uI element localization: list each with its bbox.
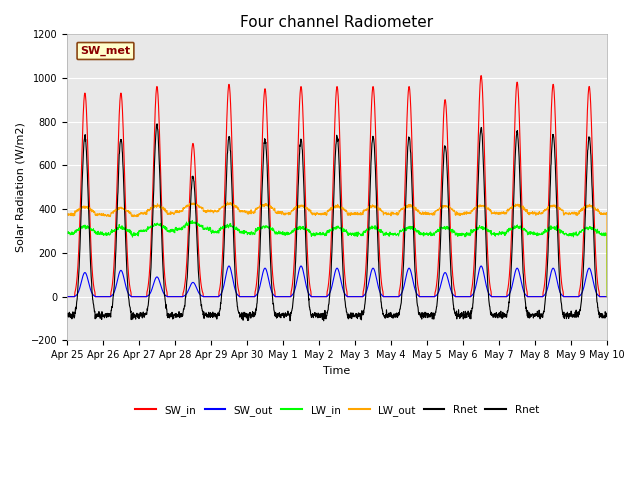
SW_out — [556, 288, 563, 294]
LW_out — [494, 211, 502, 217]
Rnet — [214, 310, 221, 316]
Rnet — [353, 312, 361, 317]
SW_in — [556, 252, 563, 257]
Rnet — [320, 318, 328, 324]
Text: SW_met: SW_met — [81, 46, 131, 56]
SW_in — [604, 294, 611, 300]
SW_in — [63, 294, 71, 300]
LW_out — [353, 212, 360, 217]
LW_in — [188, 218, 196, 224]
LW_out — [571, 211, 579, 216]
Legend: SW_in, SW_out, LW_in, LW_out, Rnet, Rnet: SW_in, SW_out, LW_in, LW_out, Rnet, Rnet — [131, 401, 543, 420]
SW_in — [364, 209, 372, 215]
Line: Rnet: Rnet — [67, 124, 607, 321]
SW_in — [571, 294, 579, 300]
LW_out — [604, 294, 611, 300]
SW_out — [63, 294, 71, 300]
Rnet — [365, 229, 372, 235]
LW_in — [365, 226, 372, 232]
SW_out — [214, 294, 221, 300]
Y-axis label: Solar Radiation (W/m2): Solar Radiation (W/m2) — [15, 122, 25, 252]
SW_in — [353, 294, 360, 300]
LW_in — [604, 294, 611, 300]
LW_out — [214, 209, 221, 215]
LW_out — [224, 199, 232, 205]
Title: Four channel Radiometer: Four channel Radiometer — [241, 15, 434, 30]
SW_out — [364, 282, 372, 288]
SW_out — [604, 294, 611, 300]
SW_in — [477, 72, 485, 78]
LW_in — [353, 230, 360, 236]
Rnet — [556, 284, 564, 289]
LW_out — [63, 211, 71, 217]
LW_in — [556, 227, 563, 232]
Line: LW_in: LW_in — [67, 221, 607, 297]
X-axis label: Time: Time — [323, 366, 351, 376]
LW_in — [571, 232, 579, 238]
LW_in — [63, 230, 71, 236]
Rnet — [63, 312, 71, 318]
Rnet — [153, 121, 161, 127]
SW_out — [571, 294, 579, 300]
SW_out — [353, 294, 360, 300]
LW_out — [556, 206, 563, 212]
SW_out — [494, 294, 502, 300]
Line: LW_out: LW_out — [67, 202, 607, 297]
LW_in — [494, 231, 502, 237]
SW_in — [214, 294, 221, 300]
Rnet — [571, 314, 579, 320]
SW_in — [494, 294, 502, 300]
Rnet — [495, 312, 502, 318]
SW_out — [477, 263, 485, 269]
Rnet — [604, 313, 611, 319]
Line: SW_in: SW_in — [67, 75, 607, 297]
LW_out — [365, 205, 372, 211]
LW_in — [214, 228, 221, 234]
Line: SW_out: SW_out — [67, 266, 607, 297]
